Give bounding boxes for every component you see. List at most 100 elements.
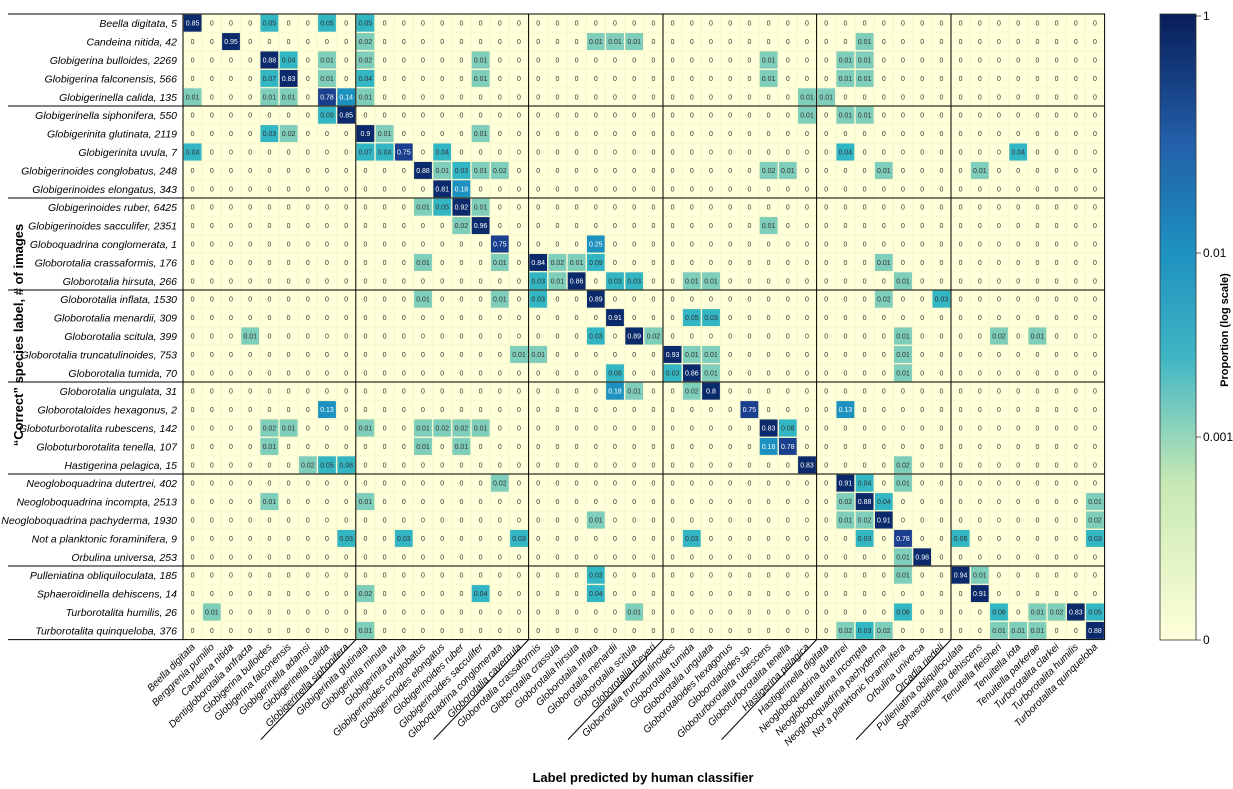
- cell-value: 0: [1055, 21, 1059, 28]
- heatmap-cell: [317, 216, 337, 235]
- cell-value: 0: [863, 334, 867, 341]
- heatmap-cell: [317, 253, 337, 272]
- row-label: Globigerinita uvula, 7: [78, 147, 178, 159]
- heatmap-cell: [740, 216, 759, 235]
- cell-value: 0: [1035, 39, 1039, 46]
- cell-value: 0: [728, 205, 732, 212]
- cell-value: 0: [939, 573, 943, 580]
- cell-value: 0.02: [877, 297, 891, 304]
- cell-value: 0: [191, 389, 195, 396]
- cell-value: 0: [498, 113, 502, 120]
- heatmap-cell: [221, 235, 241, 253]
- heatmap-cell: [298, 161, 318, 180]
- heatmap-cell: [989, 69, 1009, 88]
- cell-value: 0: [920, 591, 924, 598]
- heatmap-cell: [1028, 69, 1047, 88]
- cell-value: 0: [517, 518, 521, 525]
- cell-value: 0: [306, 94, 310, 101]
- cell-value: 0: [997, 481, 1001, 488]
- cell-value: 0: [1016, 278, 1020, 285]
- cell-value: 0: [1074, 39, 1078, 46]
- cell-value: 0: [613, 518, 617, 525]
- cell-value: 0: [805, 628, 809, 635]
- cell-value: 0.78: [781, 444, 795, 451]
- cell-value: 0: [1074, 297, 1078, 304]
- cell-value: 0: [728, 21, 732, 28]
- cell-value: 0: [383, 223, 387, 230]
- cell-value: 0: [978, 186, 982, 193]
- cell-value: 0: [1074, 536, 1078, 543]
- cell-value: 0: [1074, 591, 1078, 598]
- cell-value: 0: [632, 462, 636, 469]
- cell-value: 0: [191, 554, 195, 561]
- cell-value: 0: [363, 297, 367, 304]
- cell-value: 0: [191, 370, 195, 377]
- heatmap-cell: [605, 51, 625, 69]
- cell-value: 0: [1055, 58, 1059, 65]
- cell-value: 0: [517, 610, 521, 617]
- cell-value: 0: [709, 407, 713, 414]
- cell-value: 0: [210, 58, 214, 65]
- heatmap-cell: [548, 235, 567, 253]
- cell-value: 0: [651, 113, 655, 120]
- cell-value: 0: [402, 278, 406, 285]
- cell-value: 0.04: [282, 58, 296, 65]
- cell-value: 0.75: [743, 407, 757, 414]
- cell-value: 0: [786, 481, 790, 488]
- cell-value: 0: [1035, 352, 1039, 359]
- heatmap-cell: [682, 161, 702, 180]
- cell-value: 0: [1055, 315, 1059, 322]
- cell-value: 0: [402, 462, 406, 469]
- cell-value: 0: [383, 242, 387, 249]
- cell-value: 0: [728, 389, 732, 396]
- cell-value: 0: [536, 94, 540, 101]
- cell-value: 0: [1074, 278, 1078, 285]
- cell-value: 0: [1016, 76, 1020, 83]
- cell-value: 0: [1016, 573, 1020, 580]
- cell-value: 0.02: [435, 426, 449, 433]
- row-label: Globigerinella calida, 135: [59, 92, 177, 104]
- cell-value: 0: [267, 297, 271, 304]
- cell-value: 0.03: [531, 297, 545, 304]
- cell-value: 0: [1093, 407, 1097, 414]
- heatmap-cell: [452, 32, 471, 51]
- cell-value: 0: [517, 76, 521, 83]
- cell-value: 0: [939, 131, 943, 138]
- cell-value: 0: [939, 370, 943, 377]
- cell-value: 0: [863, 205, 867, 212]
- cell-value: 0: [383, 278, 387, 285]
- cell-value: 0: [632, 21, 636, 28]
- cell-value: 0.84: [531, 260, 545, 267]
- cell-value: 0: [690, 462, 694, 469]
- cell-value: 0: [1035, 223, 1039, 230]
- heatmap-cell: [1047, 216, 1066, 235]
- cell-value: 0: [767, 389, 771, 396]
- cell-value: 0: [843, 444, 847, 451]
- cell-value: 0: [383, 591, 387, 598]
- cell-value: 0: [325, 334, 329, 341]
- cell-value: 0: [383, 315, 387, 322]
- heatmap-cell: [221, 216, 241, 235]
- cell-value: 0: [1035, 150, 1039, 157]
- cell-value: 0: [767, 407, 771, 414]
- cell-value: 0: [805, 76, 809, 83]
- heatmap-cell: [836, 32, 855, 51]
- cell-value: 0: [575, 462, 579, 469]
- cell-value: 0: [267, 481, 271, 488]
- cell-value: 0: [882, 186, 886, 193]
- heatmap-cell: [759, 235, 778, 253]
- cell-value: 0: [997, 407, 1001, 414]
- cell-value: 0: [920, 334, 924, 341]
- cell-value: 0: [1074, 628, 1078, 635]
- cell-value: 0: [267, 573, 271, 580]
- cell-value: 0: [959, 278, 963, 285]
- cell-value: 0.01: [1031, 334, 1045, 341]
- cell-value: 0: [517, 150, 521, 157]
- cell-value: 0: [882, 554, 886, 561]
- cell-value: 0.01: [858, 113, 872, 120]
- cell-value: 0: [1016, 131, 1020, 138]
- cell-value: 0: [306, 186, 310, 193]
- cell-value: 0.01: [1031, 610, 1045, 617]
- cell-value: 0: [1093, 573, 1097, 580]
- heatmap-cell: [682, 69, 702, 88]
